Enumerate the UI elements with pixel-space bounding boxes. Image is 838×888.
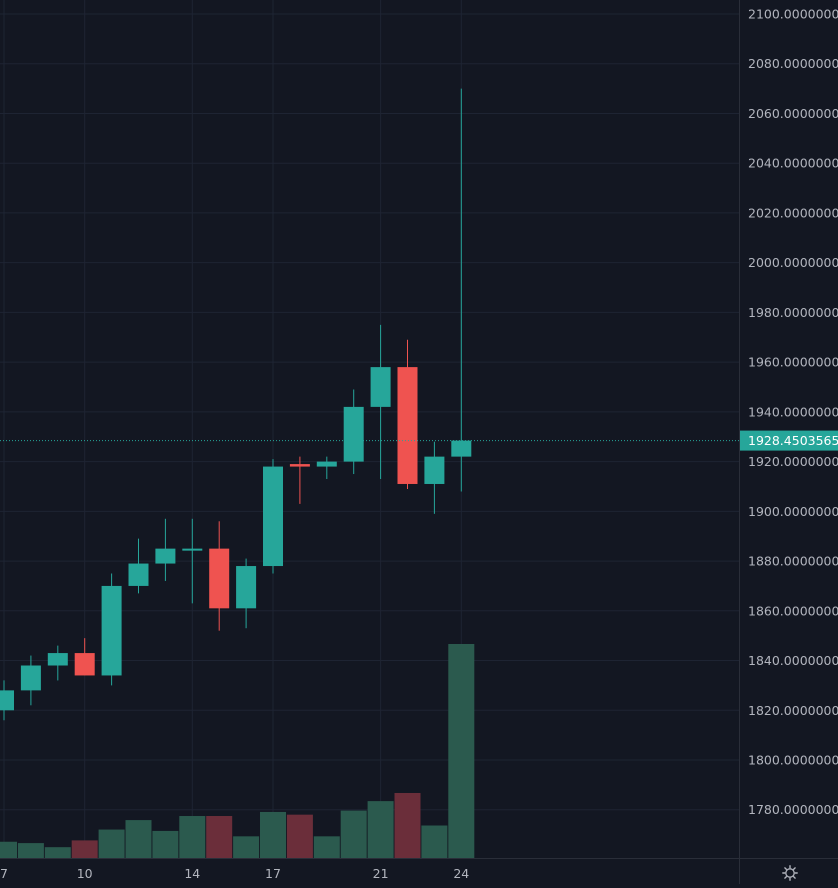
price-tick-label: 1980.00000000: [748, 305, 838, 320]
volume-bar: [206, 816, 233, 858]
candle-body: [47, 653, 68, 666]
candle[interactable]: [155, 518, 176, 581]
candle-body: [0, 690, 14, 711]
candle[interactable]: [316, 456, 337, 480]
volume-bar: [152, 830, 179, 858]
candle[interactable]: [397, 339, 418, 489]
price-tick-label: 2100.00000000: [748, 7, 838, 22]
candle[interactable]: [47, 645, 68, 681]
candle[interactable]: [263, 459, 283, 574]
time-tick-label: 17: [265, 866, 281, 881]
candle[interactable]: [424, 441, 445, 514]
volume-bar: [340, 810, 367, 858]
price-tick-label: 1920.00000000: [748, 454, 838, 469]
candle-body: [209, 548, 230, 609]
candle[interactable]: [343, 389, 364, 475]
time-tick-label: 14: [184, 866, 200, 881]
candle-body: [316, 461, 337, 467]
volume-bar: [367, 801, 394, 858]
candle[interactable]: [128, 538, 149, 594]
candle-body: [236, 566, 257, 609]
price-tick-label: 1960.00000000: [748, 355, 838, 370]
candle[interactable]: [370, 324, 391, 480]
volume-bar: [44, 847, 71, 858]
price-tick-label: 1860.00000000: [748, 603, 838, 618]
candle[interactable]: [0, 680, 14, 721]
candle[interactable]: [101, 573, 122, 686]
price-tick-label: 1780.00000000: [748, 802, 838, 817]
price-tick-label: 2000.00000000: [748, 255, 838, 270]
candle[interactable]: [74, 638, 95, 676]
volume-bar: [394, 792, 421, 858]
candle-body: [128, 563, 149, 586]
price-tick-label: 1900.00000000: [748, 504, 838, 519]
volume-bar: [0, 841, 17, 858]
candle-body: [74, 653, 95, 676]
price-tick-label: 1940.00000000: [748, 404, 838, 419]
volume-bar: [421, 825, 448, 858]
candle-body: [343, 406, 364, 462]
candle-body: [424, 456, 445, 484]
time-tick-label: 7: [0, 866, 8, 881]
time-tick-label: 24: [453, 866, 469, 881]
candle-body: [263, 466, 283, 567]
volume-bar: [233, 836, 260, 858]
last-price-badge: [740, 430, 838, 451]
price-tick-label: 2060.00000000: [748, 106, 838, 121]
price-tick-label: 1820.00000000: [748, 703, 838, 718]
candle-body: [397, 367, 418, 484]
price-tick-label: 1840.00000000: [748, 653, 838, 668]
candle[interactable]: [182, 518, 203, 604]
volume-bar: [286, 814, 313, 858]
volume-bar: [125, 820, 152, 858]
settings-button[interactable]: [778, 862, 802, 884]
gear-icon: [782, 865, 798, 881]
time-tick-label: 10: [77, 866, 93, 881]
price-tick-label: 1880.00000000: [748, 554, 838, 569]
price-tick-label: 2040.00000000: [748, 156, 838, 171]
price-tick-label: 1800.00000000: [748, 753, 838, 768]
volume-bar: [313, 836, 340, 858]
candle-body: [289, 464, 310, 467]
candle-body: [20, 665, 41, 691]
volume-bar: [71, 840, 98, 858]
last-price-line: 1928.45035652: [0, 430, 838, 451]
volume-bar: [98, 829, 125, 858]
candle-body: [101, 585, 122, 676]
price-tick-label: 2020.00000000: [748, 205, 838, 220]
price-tick-label: 2080.00000000: [748, 56, 838, 71]
candle[interactable]: [289, 456, 310, 504]
candle[interactable]: [236, 558, 257, 629]
candle-body: [182, 548, 203, 551]
last-price-label: 1928.45035652: [748, 433, 838, 448]
candles[interactable]: [0, 88, 472, 721]
volume-bars: [0, 644, 475, 858]
volume-bar: [448, 644, 475, 858]
candle-body: [451, 440, 472, 457]
candle[interactable]: [209, 521, 230, 631]
volume-bar: [17, 843, 44, 858]
candle-body: [155, 548, 176, 564]
time-tick-label: 21: [373, 866, 389, 881]
volume-bar: [179, 816, 206, 858]
candle-body: [370, 367, 391, 407]
candle[interactable]: [451, 88, 472, 492]
volume-bar: [260, 811, 286, 858]
candle[interactable]: [20, 655, 41, 706]
